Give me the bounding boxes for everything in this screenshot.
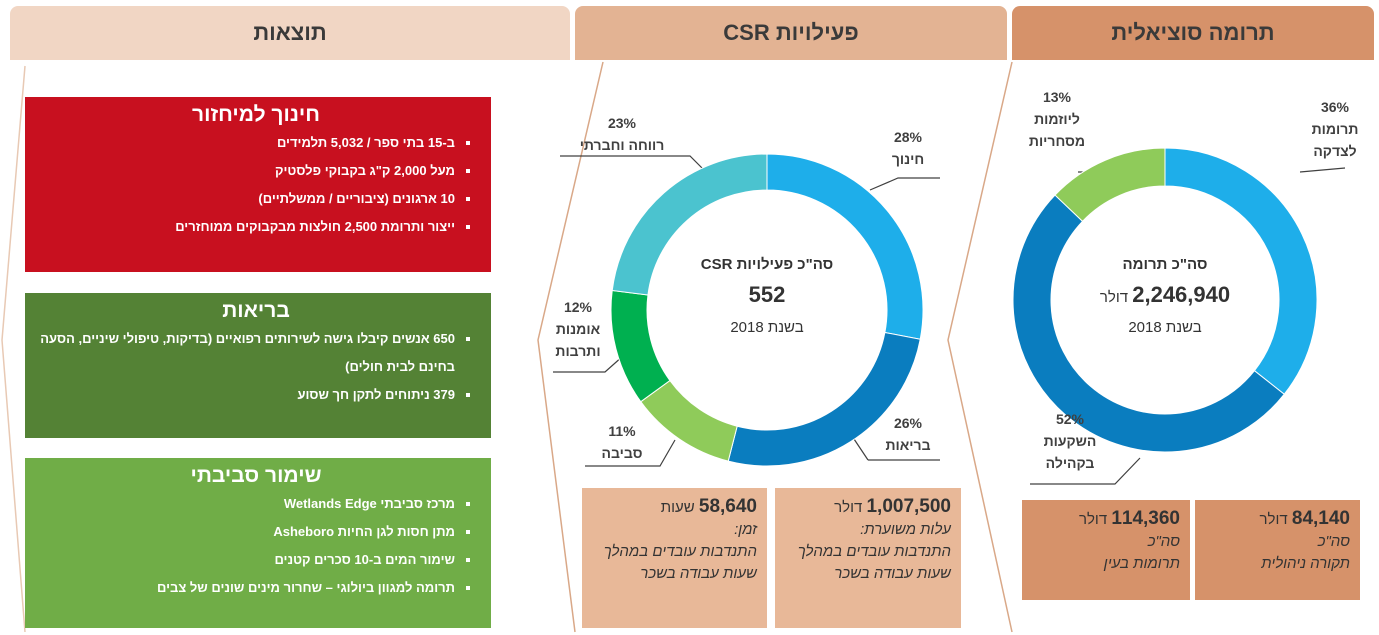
column-header: תרומה סוציאלית: [1012, 6, 1374, 60]
donut-center: סה"כ תרומה 2,246,940 דולר בשנת 2018: [1099, 256, 1231, 336]
donut-slice: [1054, 147, 1166, 222]
slice-label: 23% רווחה וחברתי: [579, 115, 665, 153]
stat-box: 58,640 שעות זמן: התנדבות עובדים במהלך שעו…: [582, 488, 767, 628]
divider: [537, 61, 604, 633]
divider: [1, 65, 26, 633]
donut-slice: [610, 289, 671, 403]
slice-label: 36% תרומות לצדקה: [1311, 99, 1359, 159]
donut-slice: [611, 153, 768, 296]
result-panel: שימור סביבתי מרכז סביבתי Wetlands Edgeמת…: [25, 458, 491, 628]
slice-label: 26% בריאות: [885, 415, 931, 453]
donut-center: סה"כ פעילויות CSR 552 בשנת 2018: [700, 256, 834, 336]
divider: [947, 61, 1013, 633]
result-panel: חינוך למיחזור ב-15 בתי ספר / 5,032 תלמיד…: [25, 97, 491, 272]
stat-box: 114,360 דולר סה"כ תרומות בעין: [1022, 500, 1190, 600]
slice-label: 28% חינוך: [891, 129, 925, 167]
stat-box: 84,140 דולר סה"כ תקורה ניהולית: [1195, 500, 1360, 600]
slice-label: 13% ליוזמות מסחריות: [1028, 89, 1086, 149]
stat-box: 1,007,500 דולר עלות משוערת: התנדבות עובדי…: [775, 488, 961, 628]
slice-label: 11% סביבה: [601, 423, 643, 461]
column-header: תוצאות: [10, 6, 570, 60]
slice-label: 12% אומנות ותרבות: [555, 299, 601, 359]
donut-slice: [1012, 194, 1285, 453]
slice-label: 52% השקעות בקהילה: [1043, 411, 1097, 471]
donut-slice: [640, 379, 738, 462]
donut-slice: [1164, 147, 1318, 395]
column-header: פעילויות CSR: [575, 6, 1007, 60]
result-panel: בריאות 650 אנשים קיבלו גישה לשירותים רפו…: [25, 293, 491, 438]
